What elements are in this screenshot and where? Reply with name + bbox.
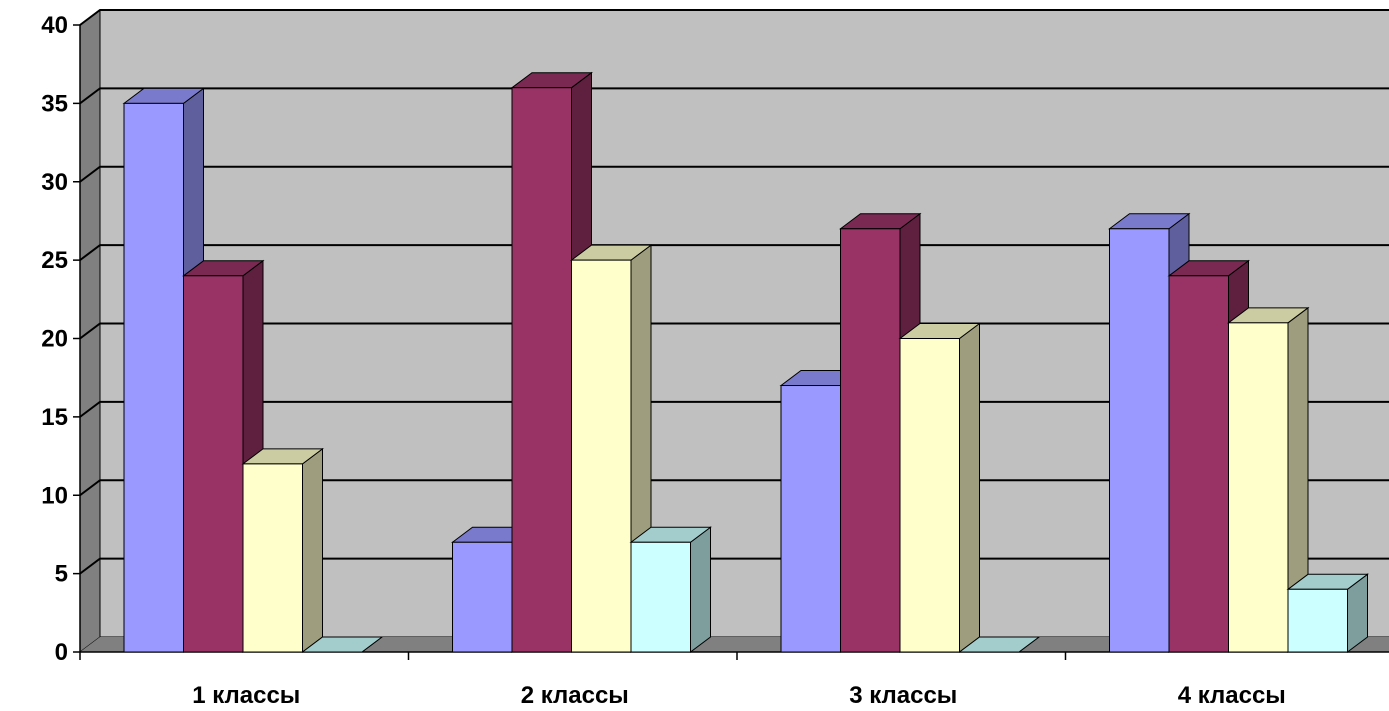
x-category-label: 3 классы bbox=[849, 682, 957, 709]
bar bbox=[241, 447, 324, 653]
x-axis-categories: 1 классы 2 классы 3 классы 4 классы bbox=[192, 682, 1286, 709]
gridline bbox=[79, 87, 1389, 105]
gridline bbox=[79, 165, 1389, 183]
y-tick-label: 10 bbox=[41, 482, 68, 509]
bar bbox=[958, 636, 1041, 653]
floor bbox=[80, 637, 1389, 652]
y-axis-ticks: 0 5 10 15 20 25 30 35 40 bbox=[41, 12, 68, 666]
y-tick-label: 20 bbox=[41, 326, 68, 353]
bar bbox=[1286, 573, 1369, 653]
x-category-label: 4 классы bbox=[1178, 682, 1286, 709]
gridline bbox=[79, 9, 1389, 26]
x-category-label: 2 классы bbox=[521, 682, 629, 709]
y-tick-label: 5 bbox=[55, 561, 68, 588]
bar bbox=[570, 244, 653, 653]
y-tick-label: 40 bbox=[41, 12, 68, 39]
y-tick-label: 0 bbox=[55, 639, 68, 666]
y-tick-label: 30 bbox=[41, 169, 68, 196]
bar bbox=[301, 636, 384, 653]
bar bbox=[1227, 306, 1310, 653]
y-tick-label: 25 bbox=[41, 247, 68, 274]
bar bbox=[629, 526, 712, 653]
y-tick-label: 15 bbox=[41, 404, 68, 431]
y-tick-label: 35 bbox=[41, 90, 68, 117]
gridline bbox=[79, 244, 1389, 261]
x-category-label: 1 классы bbox=[192, 682, 300, 709]
bars bbox=[122, 71, 1369, 653]
bar bbox=[898, 322, 981, 653]
